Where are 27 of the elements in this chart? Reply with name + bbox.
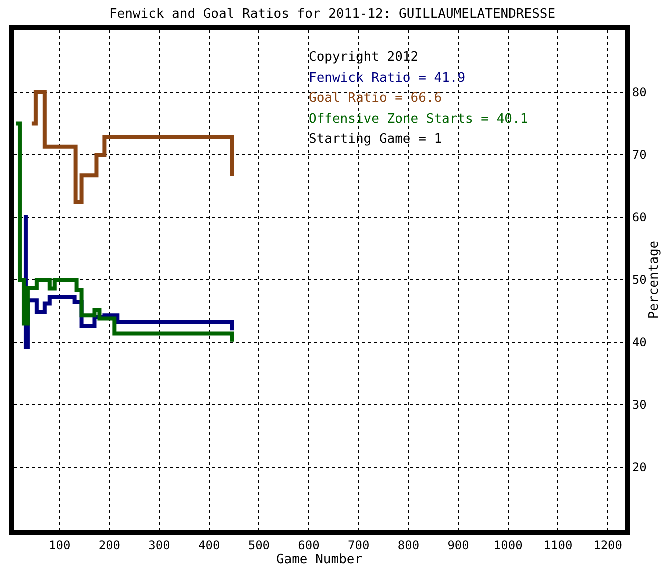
x-tick-label: 1000 (494, 538, 523, 552)
x-tick-label: 800 (398, 538, 420, 552)
text: Offensive Zone Starts = 40.1 (309, 112, 528, 127)
x-tick-label: 900 (448, 538, 470, 552)
y-axis-title: Percentage (646, 240, 662, 320)
y-tick-label: 40 (632, 336, 647, 350)
y-tick-label: 20 (632, 460, 647, 475)
y-tick-label: 60 (632, 210, 647, 225)
x-tick-label: 200 (98, 538, 121, 552)
x-tick-label: 1200 (594, 538, 623, 552)
text: Fenwick Ratio = 41.9 (309, 71, 466, 86)
y-tick-label: 80 (632, 86, 647, 100)
x-tick-label: 300 (148, 538, 170, 552)
x-axis-title: Game Number (276, 552, 363, 568)
x-tick-label: 400 (198, 538, 220, 552)
y-tick-label: 30 (632, 398, 647, 412)
chart-title: Fenwick and Goal Ratios for 2011-12: GUILLAUMELATENDRESSE (109, 6, 556, 22)
text: Goal Ratio = 66.6 (309, 91, 442, 106)
y-tick-label: 70 (632, 148, 647, 162)
x-tick-label: 500 (248, 538, 270, 552)
x-tick-label: 700 (348, 538, 370, 552)
annotation: Copyright 2012 (309, 50, 419, 65)
x-tick-label: 100 (49, 538, 71, 552)
x-tick-label: 600 (298, 538, 320, 552)
x-tick-label: 1100 (544, 538, 573, 552)
annotation: Starting Game = 1 (309, 132, 442, 147)
y-tick-label: 50 (632, 273, 647, 288)
